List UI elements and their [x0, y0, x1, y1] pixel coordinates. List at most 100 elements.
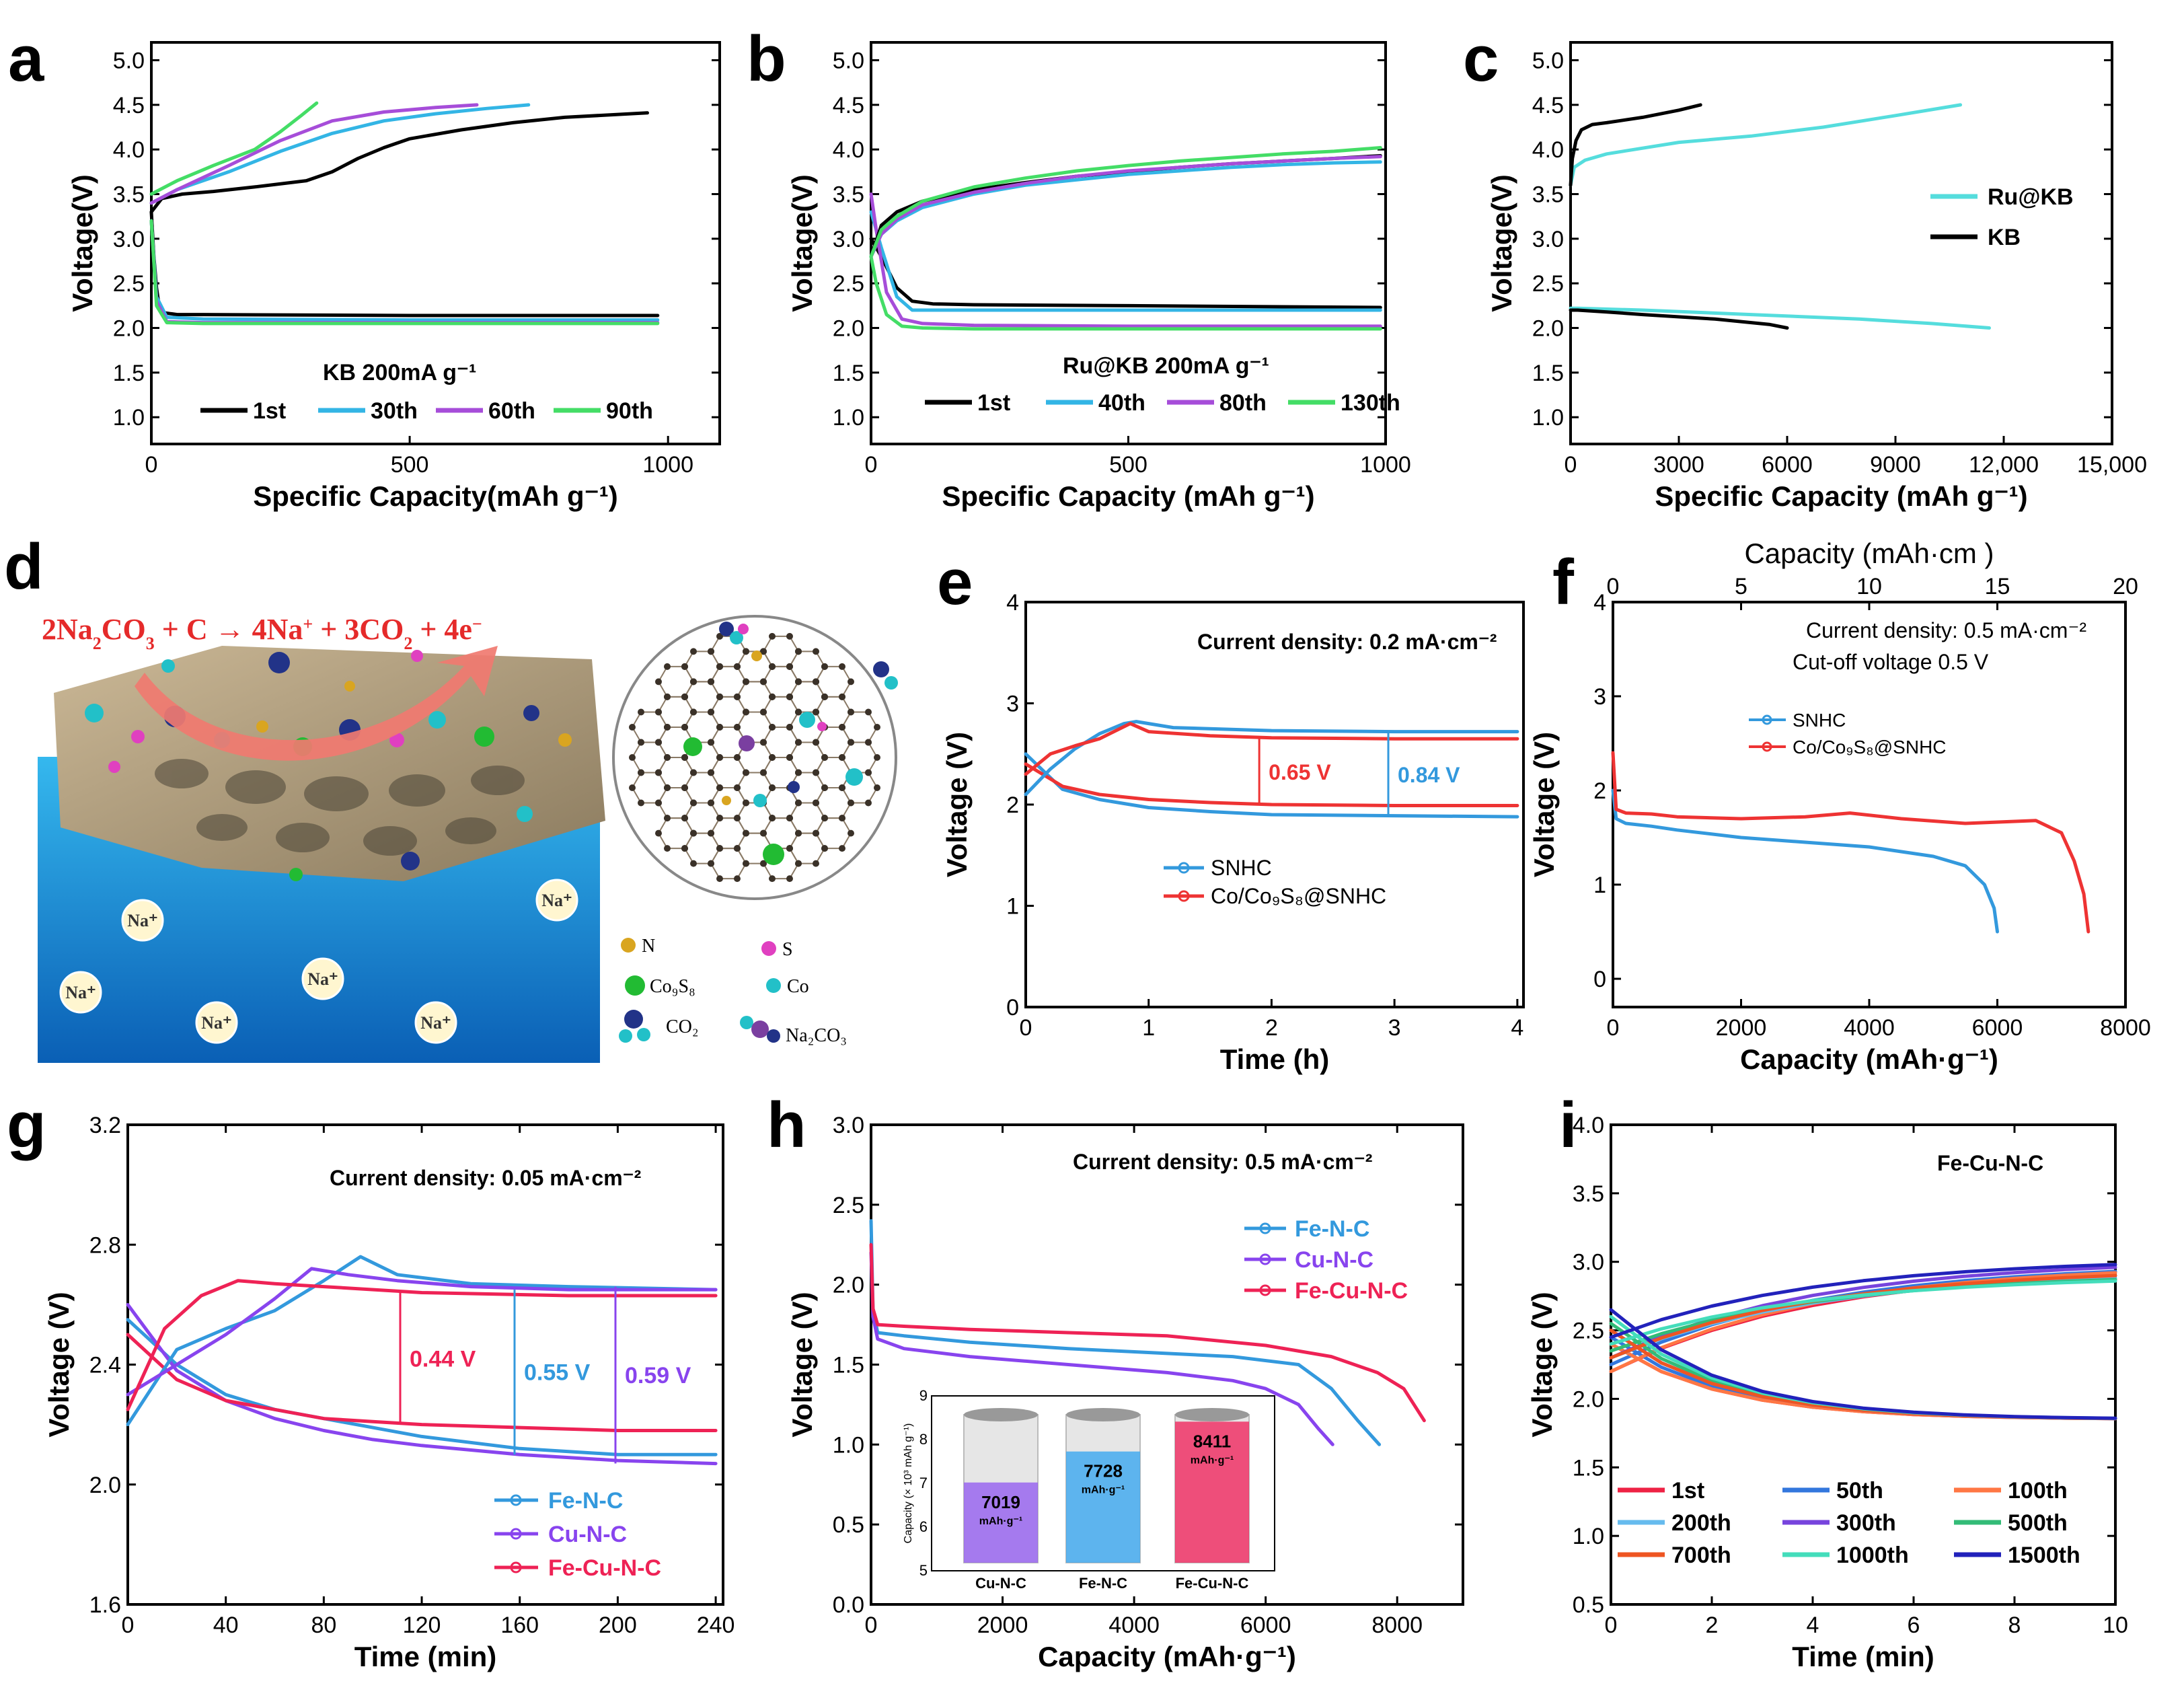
discharge-1st [869, 237, 1382, 309]
gap-label: 0.59 V [625, 1363, 691, 1388]
discharge-line-Co-Co-S-SNHC [1024, 762, 1519, 807]
y-tick-label: 3.2 [89, 1113, 121, 1138]
inset-bar-unit: mAh·g⁻¹ [1082, 1485, 1125, 1496]
lattice-atom [839, 815, 845, 822]
charge-60th [149, 103, 479, 205]
legend-marker [510, 1528, 522, 1540]
discharge-line-Cu-N-C [126, 1302, 718, 1466]
top-x-tick-label: 10 [1856, 574, 1882, 599]
y-tick-label: 3.0 [833, 227, 864, 252]
legend-label: 1st [977, 390, 1010, 416]
inset-bar-Fe-N-C [1066, 1451, 1140, 1563]
annotation: Current density: 0.2 mA·cm⁻² [1197, 630, 1497, 654]
charge-line-Co-Co-S-SNHC [1024, 722, 1519, 776]
y-tick-label: 3 [1006, 692, 1019, 717]
inset-x-label: Cu-N-C [975, 1575, 1026, 1592]
lattice-atom [716, 632, 723, 640]
x-tick-label: 6 [1908, 1612, 1920, 1638]
legend-label: 700th [1671, 1543, 1731, 1568]
y-tick-label: 2.0 [833, 316, 864, 342]
legend-label: 100th [2008, 1478, 2068, 1504]
discharge-line-Co-Co-S-SNHC [1611, 751, 2091, 934]
legend-label: 200th [1671, 1510, 1731, 1536]
lattice-atom [760, 708, 767, 716]
y-tick-label: 2.5 [113, 271, 145, 297]
lattice-atom [664, 663, 671, 670]
lattice-atom [629, 754, 636, 761]
lattice-atom [734, 693, 741, 700]
x-tick-label: 3 [1388, 1015, 1401, 1041]
y-tick-label: 2.8 [89, 1232, 121, 1258]
lattice-atom [874, 724, 880, 731]
annotation: Current density: 0.05 mA·cm⁻² [330, 1166, 641, 1190]
lattice-atom [708, 829, 714, 837]
top-x-tick-label: 0 [1607, 574, 1620, 599]
legend-label: Fe-Cu-N-C [1295, 1278, 1408, 1304]
lattice-atom [629, 724, 636, 731]
legend-label-co: Co [787, 976, 809, 997]
svg-text:Na⁺: Na⁺ [307, 969, 338, 989]
y-tick-label: 4.5 [833, 93, 864, 118]
discharge-line-Fe-Cu-N-C [869, 1243, 1426, 1423]
charge-130th [869, 146, 1382, 258]
legend-label-S: S [782, 939, 793, 960]
inset-cylinder-top [964, 1408, 1038, 1421]
y-tick-label: 4.0 [1573, 1113, 1604, 1138]
y-tick-label: 3.5 [113, 182, 145, 208]
lattice-atom [664, 724, 671, 731]
charge-line-Fe-Cu-N-C [126, 1279, 718, 1411]
lattice-atom [664, 845, 671, 852]
inset-cylinder-top [1175, 1408, 1249, 1421]
charge-KB [1569, 103, 1702, 187]
lattice-atom [655, 739, 662, 746]
charge-80th [869, 155, 1382, 258]
panel-c: c 0 3000 6000 9000 12,000 15,000 1.0 1.5 2.0 2.5 3.… [1463, 23, 2147, 512]
lattice-atom [795, 769, 802, 776]
x-tick-label: 160 [500, 1612, 539, 1638]
y-axis-label: Voltage (V) [1526, 1292, 1558, 1437]
x-tick-label: 6000 [1972, 1015, 2023, 1041]
x-tick-label: 500 [391, 452, 429, 478]
discharge-40th [869, 210, 1382, 312]
lattice-atom [821, 845, 828, 852]
y-tick-label: 1 [1006, 894, 1019, 920]
lattice-atom [734, 875, 741, 883]
lattice-atom [769, 632, 776, 640]
charge-90th [149, 101, 319, 196]
lattice-atom [865, 799, 872, 807]
lattice-atom [795, 799, 802, 807]
y-axis-label: Voltage(V) [1486, 174, 1517, 312]
lattice-atom [690, 708, 697, 716]
plot-frame [870, 41, 1387, 445]
y-tick-label: 2.0 [89, 1473, 121, 1498]
y-tick-label: 3.5 [833, 182, 864, 208]
discharge-line-Fe-N-C [126, 1318, 718, 1456]
y-tick-label: 3.0 [833, 1113, 864, 1138]
y-tick-label: 2.0 [833, 1273, 864, 1298]
panel-letter-e: e [937, 546, 973, 618]
lattice-atom [769, 875, 776, 883]
lattice-atom [839, 724, 845, 731]
legend-label-co2: CO₂ [666, 1016, 699, 1037]
lattice-atom [638, 708, 644, 716]
lattice-atom [848, 799, 854, 807]
discharge-Ru-KB [1569, 306, 1991, 330]
lattice-atom [848, 708, 854, 716]
lattice-atom [655, 829, 662, 837]
legend-label: SNHC [1211, 856, 1272, 880]
panel-letter-d: d [4, 531, 44, 603]
lattice-atom [760, 648, 767, 655]
charge-200th [1609, 1276, 2117, 1360]
lattice-atom [813, 769, 819, 776]
legend-label: 1500th [2008, 1543, 2080, 1568]
lattice-atom [848, 678, 854, 685]
lattice-atom [681, 693, 688, 700]
lattice-atom [681, 815, 688, 822]
lattice-atom [839, 754, 845, 761]
x-tick-label: 0 [865, 452, 878, 478]
x-axis-label: Time (h) [1220, 1043, 1330, 1075]
lattice-atom [664, 784, 671, 791]
lattice-atom [821, 815, 828, 822]
discharge-130th [869, 254, 1382, 331]
y-tick-label: 3.0 [113, 227, 145, 252]
